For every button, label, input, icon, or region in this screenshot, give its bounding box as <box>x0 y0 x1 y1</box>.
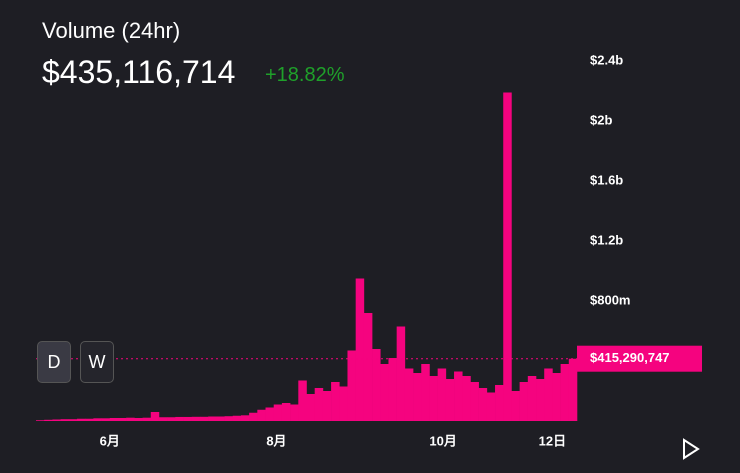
title: Volume (24hr) <box>42 18 181 43</box>
last-value-label: $415,290,747 <box>590 350 670 365</box>
bar <box>568 358 578 421</box>
bar <box>527 376 537 421</box>
bar <box>208 416 217 421</box>
x-tick-label: 8月 <box>266 433 286 448</box>
bar <box>363 313 373 421</box>
bar <box>503 92 512 421</box>
bar <box>347 350 356 421</box>
bar <box>429 376 438 421</box>
bar <box>454 371 463 421</box>
bar <box>224 416 234 421</box>
bar <box>257 409 266 421</box>
bar <box>232 415 242 421</box>
bar <box>380 364 389 421</box>
volume-value: $435,116,714 <box>42 54 236 90</box>
y-tick-label: $2.4b <box>590 52 623 67</box>
bar <box>445 379 455 421</box>
bar <box>462 376 471 421</box>
bar <box>478 388 488 421</box>
bar <box>117 418 127 421</box>
x-tick-label: 6月 <box>100 433 120 448</box>
bar <box>36 420 45 421</box>
bar <box>175 416 184 421</box>
bar <box>191 416 201 421</box>
bar <box>240 415 250 421</box>
bar <box>142 417 152 421</box>
bar <box>421 364 430 421</box>
bar <box>167 417 176 421</box>
y-tick-label: $1.6b <box>590 172 623 187</box>
bar <box>560 364 570 421</box>
bar <box>470 382 479 421</box>
bar <box>314 388 324 421</box>
bar <box>331 382 340 421</box>
bar <box>199 416 209 421</box>
bar <box>76 418 86 421</box>
bar <box>183 416 193 421</box>
day-button[interactable]: D <box>37 341 71 383</box>
change: +18.82% <box>265 64 345 86</box>
bar <box>109 418 119 421</box>
bar <box>322 391 332 421</box>
bar <box>306 394 315 421</box>
last-value-badge <box>577 345 702 372</box>
bar <box>372 349 381 421</box>
play-icon[interactable] <box>683 438 700 460</box>
bar <box>93 418 102 421</box>
bar <box>519 382 529 421</box>
bar <box>68 419 78 421</box>
bar <box>85 418 94 421</box>
bar <box>290 404 299 421</box>
bar <box>52 419 61 421</box>
bar <box>60 419 70 421</box>
bar <box>265 407 275 421</box>
bar <box>150 412 160 421</box>
week-button[interactable]: W <box>80 341 114 383</box>
bar <box>413 373 422 421</box>
x-tick-label: 10月 <box>429 433 456 448</box>
bar <box>249 412 258 421</box>
bar <box>495 385 504 421</box>
bar <box>298 380 307 421</box>
y-tick-label: $2b <box>590 112 612 127</box>
bar <box>101 418 111 421</box>
bar <box>134 418 143 421</box>
bar <box>44 419 53 421</box>
bar <box>126 417 135 421</box>
bar <box>404 368 414 421</box>
bar <box>355 278 365 421</box>
bar <box>158 417 168 421</box>
bar <box>396 326 406 421</box>
y-tick-label: $1.2b <box>590 232 623 247</box>
x-tick-label: 12日 <box>539 433 566 448</box>
bar <box>273 404 283 421</box>
y-tick-label: $800m <box>590 292 630 307</box>
bar <box>536 379 545 421</box>
bar <box>437 368 447 421</box>
bar <box>339 386 348 421</box>
bar <box>388 358 397 421</box>
bar <box>511 391 520 421</box>
bar <box>486 392 496 421</box>
bar <box>544 368 553 421</box>
bar <box>281 403 291 421</box>
bar <box>552 373 561 421</box>
bar <box>216 416 225 421</box>
